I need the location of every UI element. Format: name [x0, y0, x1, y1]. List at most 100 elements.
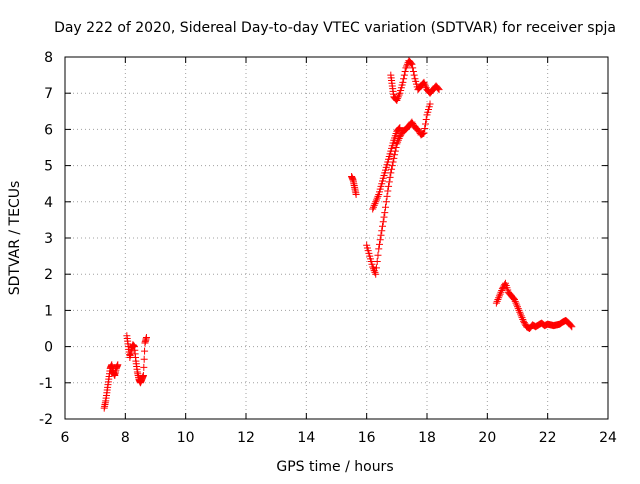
- data-point: [498, 286, 506, 294]
- data-point: [519, 315, 527, 323]
- data-point: [372, 196, 380, 204]
- data-points: [100, 57, 576, 412]
- data-point: [139, 372, 147, 380]
- x-tick-label: 6: [61, 430, 70, 446]
- data-point: [495, 294, 503, 302]
- data-point: [567, 322, 575, 330]
- x-tick-label: 12: [237, 430, 255, 446]
- data-point: [408, 60, 416, 68]
- data-point: [352, 191, 360, 199]
- data-point: [396, 124, 404, 132]
- x-tick-label: 22: [539, 430, 557, 446]
- data-point: [395, 91, 403, 99]
- data-point: [388, 162, 396, 170]
- chart-title: Day 222 of 2020, Sidereal Day-to-day VTE…: [54, 20, 616, 36]
- data-point: [420, 129, 428, 137]
- data-point: [372, 198, 380, 206]
- data-point: [494, 296, 502, 304]
- y-tick-label: 4: [44, 195, 53, 211]
- data-point: [512, 299, 520, 307]
- data-point: [422, 115, 430, 123]
- data-point: [421, 124, 429, 132]
- data-point: [373, 258, 381, 266]
- data-point: [394, 138, 402, 146]
- data-point: [378, 227, 386, 235]
- data-point: [371, 200, 379, 208]
- data-point: [375, 240, 383, 248]
- data-point: [380, 213, 388, 221]
- data-point: [403, 62, 411, 70]
- data-point: [426, 100, 434, 108]
- data-point: [566, 321, 574, 329]
- x-tick-label: 24: [599, 430, 617, 446]
- data-point: [509, 294, 517, 302]
- data-point: [493, 297, 501, 305]
- data-point: [374, 192, 382, 200]
- data-point: [497, 288, 505, 296]
- data-point: [369, 265, 377, 273]
- data-point: [385, 178, 393, 186]
- data-point: [434, 85, 442, 93]
- data-point: [388, 165, 396, 173]
- data-point: [495, 292, 503, 300]
- data-point: [381, 209, 389, 217]
- data-point: [141, 347, 149, 355]
- data-point: [387, 169, 395, 177]
- data-point: [420, 78, 428, 86]
- data-point: [402, 64, 410, 72]
- data-point: [384, 187, 392, 195]
- data-point: [399, 78, 407, 86]
- data-point: [142, 334, 150, 342]
- y-tick-label: 7: [44, 86, 53, 102]
- data-point: [373, 194, 381, 202]
- data-point: [393, 96, 401, 104]
- x-axis-label: GPS time / hours: [276, 459, 393, 475]
- data-point: [385, 182, 393, 190]
- data-point: [434, 84, 442, 92]
- data-point: [516, 308, 524, 316]
- data-point: [518, 314, 526, 322]
- data-point: [372, 270, 380, 278]
- data-point: [510, 296, 518, 304]
- data-point: [382, 198, 390, 206]
- data-point: [375, 245, 383, 253]
- y-tick-label: -1: [39, 376, 53, 392]
- data-point: [400, 71, 408, 79]
- data-point: [517, 310, 525, 318]
- data-point: [377, 231, 385, 239]
- x-tick-label: 18: [418, 430, 436, 446]
- data-point: [376, 236, 384, 244]
- x-tick-label: 14: [297, 430, 315, 446]
- y-tick-label: 3: [44, 231, 53, 247]
- data-point: [496, 290, 504, 298]
- data-point: [410, 71, 418, 79]
- data-point: [379, 222, 387, 230]
- data-point: [435, 86, 443, 94]
- data-point: [392, 144, 400, 151]
- data-point: [140, 355, 148, 363]
- data-point: [400, 75, 408, 83]
- data-point: [394, 125, 402, 133]
- data-point: [492, 299, 500, 307]
- data-point: [514, 303, 521, 311]
- x-tick-label: 20: [478, 430, 496, 446]
- data-point: [382, 203, 390, 211]
- data-point: [513, 301, 521, 309]
- data-point: [369, 263, 377, 271]
- data-point: [370, 201, 378, 209]
- data-point: [401, 67, 409, 75]
- data-point: [395, 124, 403, 132]
- data-point: [421, 82, 429, 90]
- axis-ticks: [64, 56, 609, 420]
- data-point: [114, 361, 122, 369]
- data-point: [371, 268, 379, 276]
- data-point: [517, 312, 525, 320]
- data-point: [379, 218, 387, 226]
- x-tick-label: 10: [177, 430, 195, 446]
- data-point: [568, 323, 576, 331]
- data-point: [372, 264, 380, 272]
- y-tick-label: 0: [44, 340, 53, 356]
